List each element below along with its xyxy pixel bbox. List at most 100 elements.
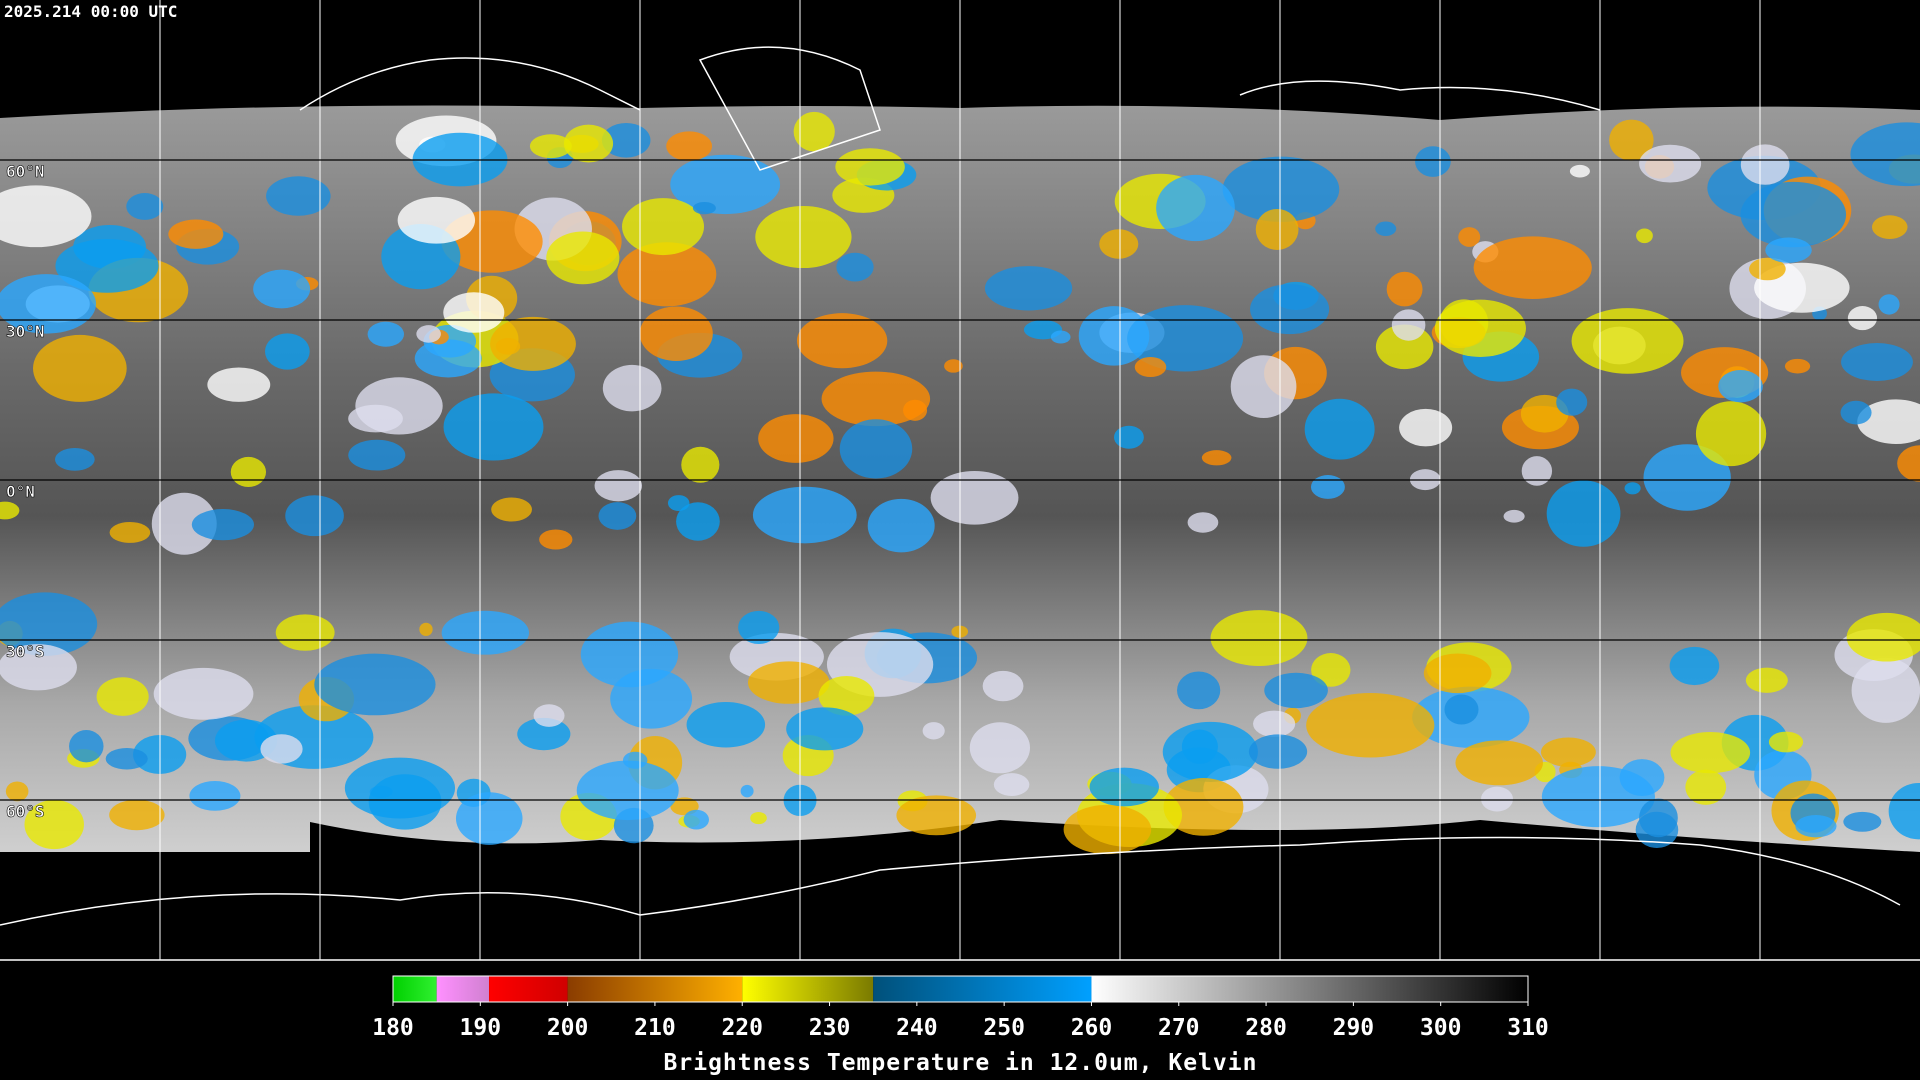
cloud [922,722,945,740]
cloud [491,497,532,522]
cloud [1784,358,1811,374]
cloud [1230,355,1297,419]
cloud [1391,309,1426,341]
cloud [1765,237,1812,263]
colorbar-tick-label: 240 [896,1015,938,1041]
cloud [1639,798,1678,838]
colorbar-segment [873,976,1092,1002]
cloud [982,670,1024,702]
cloud [1078,306,1150,366]
cloud [109,522,151,543]
cloud [676,502,720,541]
cloud [1768,731,1804,753]
lat-label: 60°S [6,802,45,821]
colorbar-segment [436,976,490,1002]
cloud [692,201,716,215]
cloud [1386,271,1423,307]
cloud [1740,181,1847,248]
cloud [397,196,476,244]
cloud [96,677,149,716]
cloud [1636,228,1653,244]
cloud [443,393,544,461]
cloud [610,668,693,729]
cloud [1540,737,1596,767]
cloud [1250,284,1330,335]
cloud [896,795,977,836]
cloud [639,306,713,361]
colorbar-tick-label: 250 [983,1015,1025,1041]
cloud [1163,778,1244,836]
cloud [818,675,875,716]
cloud [168,219,224,249]
cloud [752,486,857,544]
cloud [367,321,405,347]
cloud [1050,330,1071,344]
lat-label: 0°N [6,482,35,501]
cloud [207,367,271,402]
cloud [1871,215,1908,239]
coastline [299,57,641,111]
cloud [69,730,104,763]
cloud [563,124,614,163]
cloud [539,529,573,550]
cloud [1503,509,1525,523]
cloud [265,333,310,370]
cloud [1099,229,1139,259]
cloud [266,176,331,216]
cloud [0,644,77,691]
cloud [348,404,403,433]
colorbar-segment [567,976,743,1002]
cloud [1306,692,1435,758]
cloud [416,325,441,343]
cloud [1311,653,1351,687]
cloud [993,773,1030,797]
cloud [1480,786,1514,812]
cloud [1695,401,1767,467]
cloud [495,337,521,355]
cloud [1749,257,1786,281]
cloud [1745,667,1788,693]
cloud [903,399,928,421]
cloud [368,774,442,830]
cloud [796,313,888,369]
cloud [1556,388,1588,416]
cloud [414,339,482,378]
coastline [0,836,1901,926]
cloud [1840,400,1872,425]
colorbar-segment [393,976,437,1002]
cloud [55,448,95,471]
cloud [1458,227,1481,247]
graticule: 60°N 30°N 0°N 30°S 60°S [0,0,1920,961]
cloud [1473,236,1592,299]
colorbar: 180 190 200 210 220 230 240 250 260 270 280 290 300 3… [372,975,1549,1076]
cloud [1222,156,1340,223]
cloud [151,492,217,555]
cloud [1187,512,1219,533]
cloud [969,722,1031,774]
colorbar-tick-label: 270 [1158,1015,1200,1041]
cloud [1304,398,1375,460]
cloud [930,471,1019,525]
cloud [1850,122,1920,187]
lat-label: 30°N [6,322,45,341]
cloud [105,748,148,770]
cloud [1846,612,1920,662]
cloud [1415,146,1451,177]
cloud [455,792,523,845]
cloud [867,498,935,553]
cloud [1375,221,1397,237]
cloud [126,193,164,220]
cloud [740,784,754,798]
cloud [1843,811,1882,832]
cloud [1434,299,1526,357]
cloud [758,414,834,463]
cloud [419,622,433,637]
cloud [1624,482,1641,495]
cloud [348,439,406,471]
cloud [1569,164,1590,178]
lat-label: 60°N [6,162,45,181]
cloud [1264,672,1328,709]
cloud [836,252,874,282]
cloud [109,799,165,831]
cloud [984,266,1073,311]
